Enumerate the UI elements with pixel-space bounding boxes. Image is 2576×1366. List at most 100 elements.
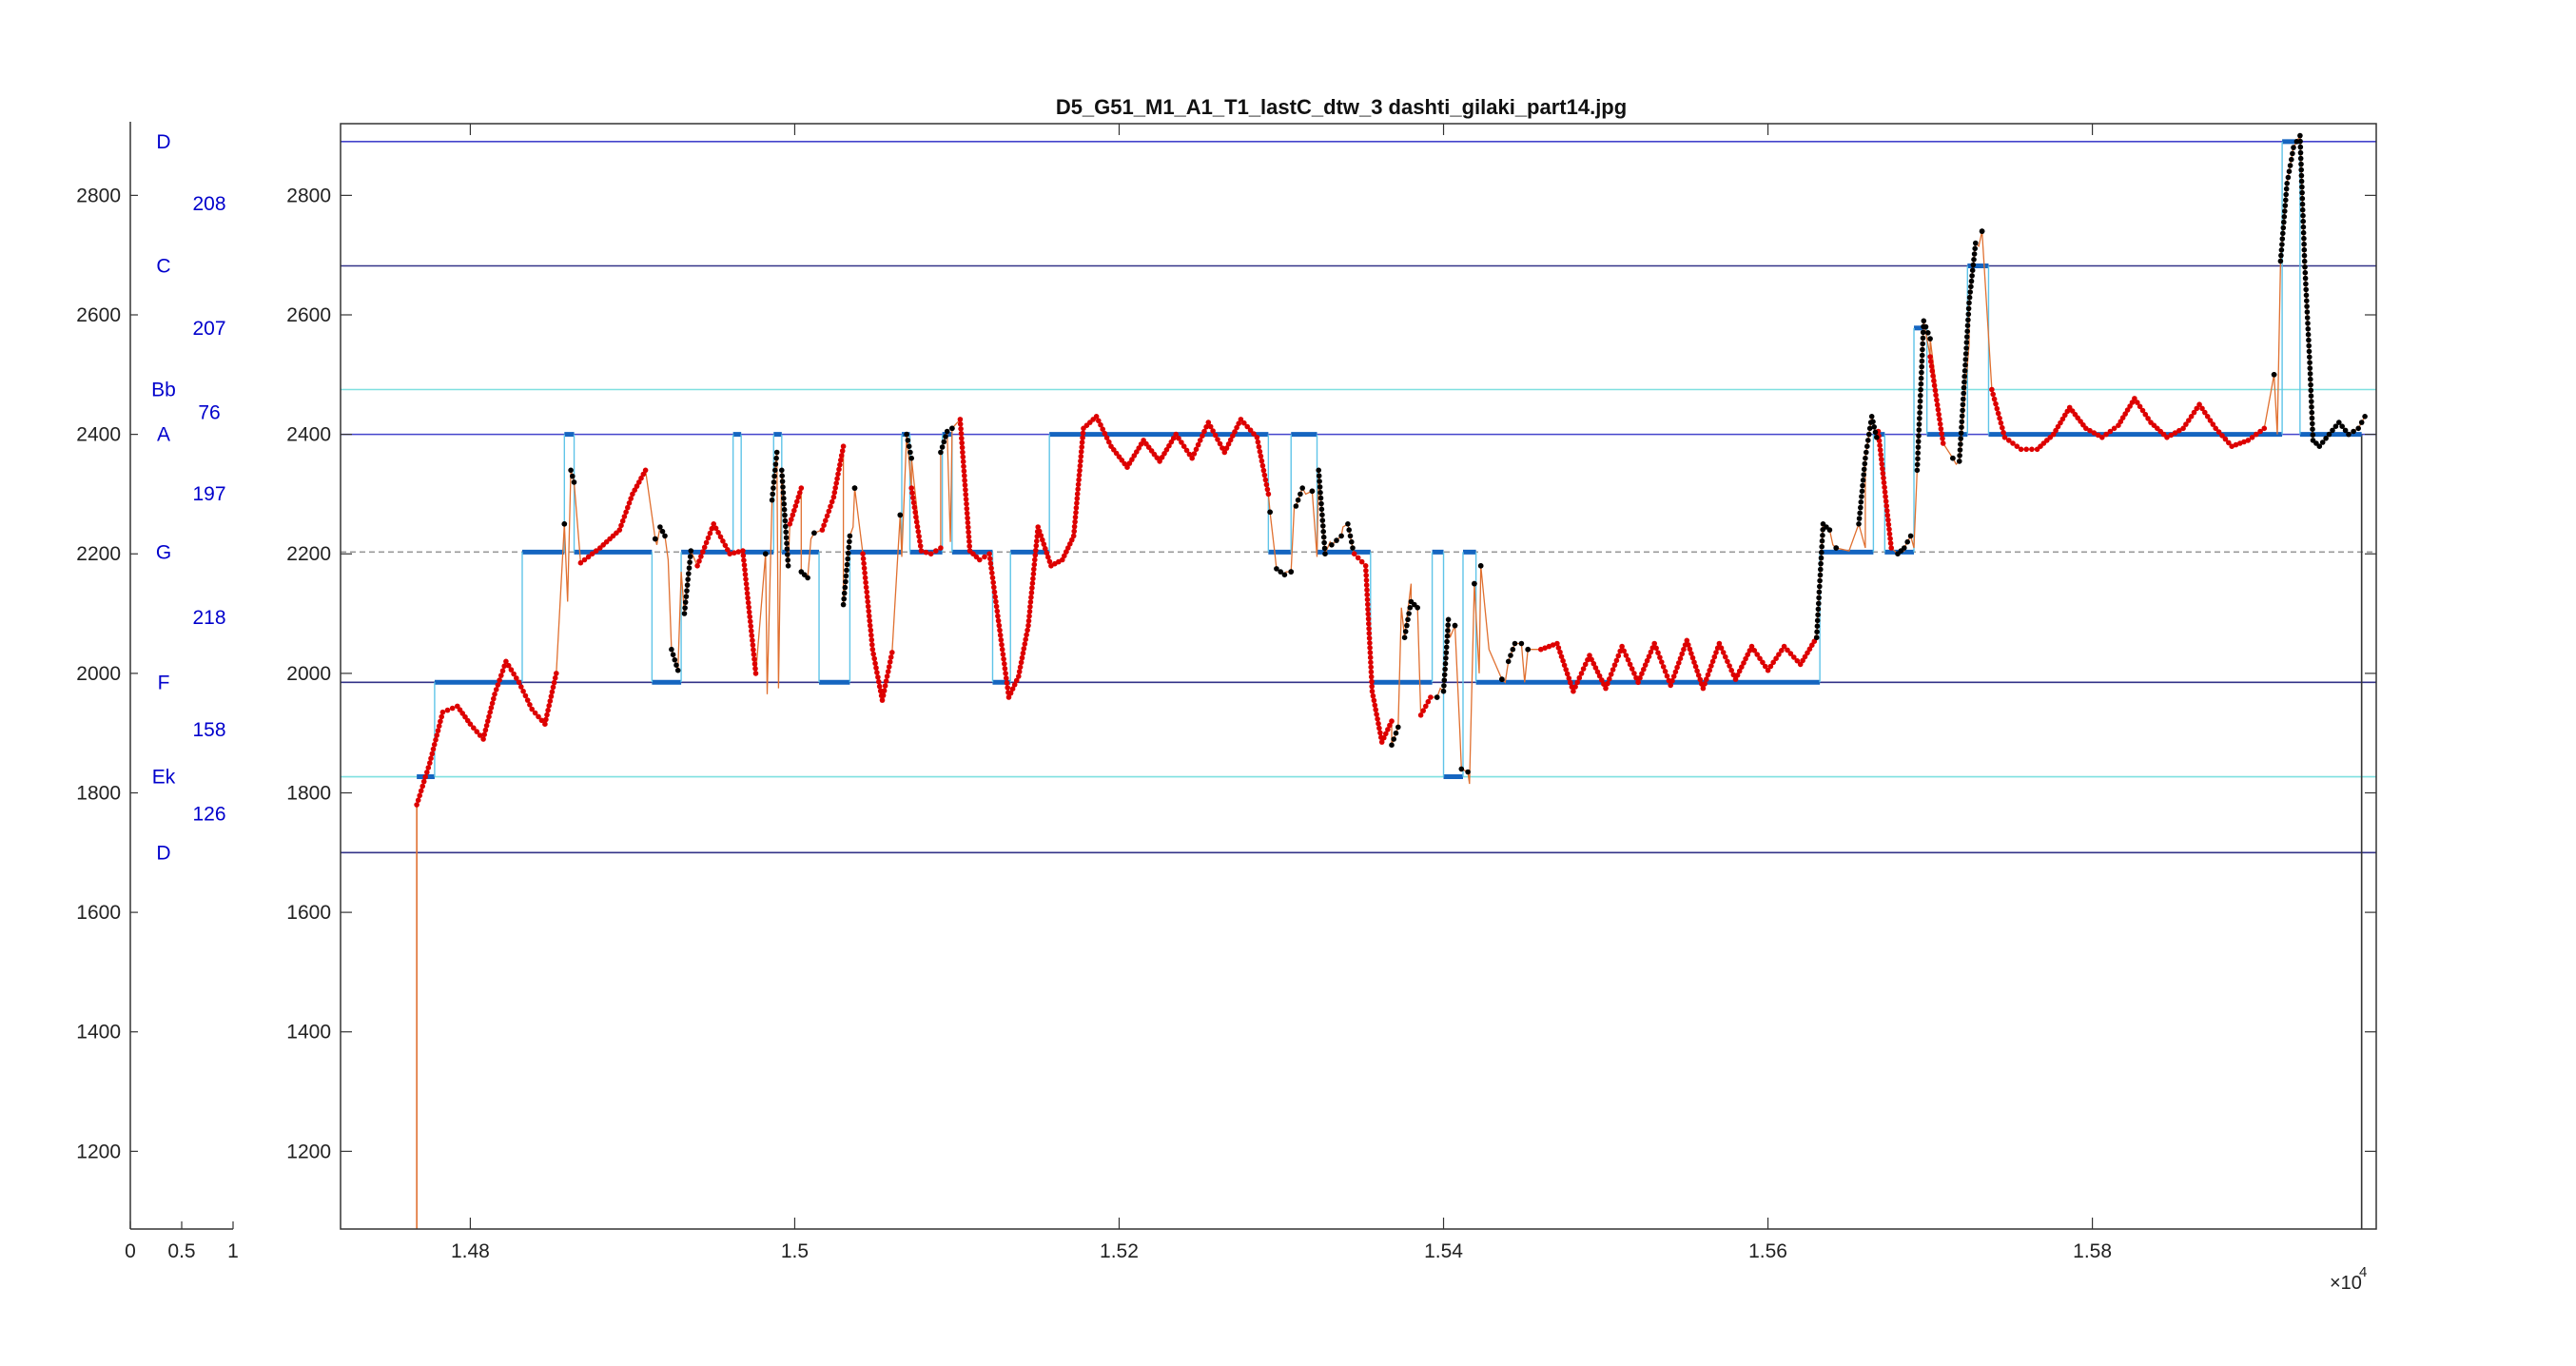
legend-y-tick-label: 2000 <box>76 663 121 685</box>
pitch-point-red <box>501 663 507 669</box>
pitch-point-red <box>1929 368 1936 374</box>
pitch-point-red <box>520 688 526 694</box>
pitch-point-red <box>2000 424 2005 431</box>
pitch-point-red <box>2172 430 2178 436</box>
pitch-point-black <box>906 443 912 450</box>
pitch-point-black <box>2277 258 2284 264</box>
pitch-point-red <box>1997 415 2002 421</box>
pitch-point-black <box>805 575 810 581</box>
pitch-point-red <box>1367 640 1373 646</box>
pitch-point-red <box>838 457 844 463</box>
pitch-point-black <box>2309 399 2314 404</box>
legend-interval-label: 218 <box>192 607 225 629</box>
pitch-point-black <box>1444 638 1450 645</box>
pitch-point-red <box>829 498 835 505</box>
pitch-point-black <box>2332 423 2339 430</box>
pitch-point-red <box>1001 656 1006 662</box>
pitch-point-red <box>1036 528 1043 535</box>
pitch-point-red <box>2183 421 2189 427</box>
pitch-point-red <box>1880 470 1886 477</box>
pitch-point-red <box>884 673 890 679</box>
pitch-point-red <box>1659 659 1665 665</box>
pitch-point-red <box>1993 400 1999 407</box>
legend-interval-label: 76 <box>198 401 220 423</box>
pitch-point-black <box>2280 224 2287 231</box>
pitch-point-red <box>748 623 754 630</box>
pitch-point-black <box>2279 242 2285 247</box>
pitch-point-black <box>1477 563 1484 569</box>
pitch-point-red <box>1781 643 1787 650</box>
pitch-point-red <box>1124 464 1130 471</box>
pitch-point-red <box>1773 655 1779 661</box>
pitch-point-black <box>2303 292 2310 299</box>
pitch-point-black <box>1918 386 1923 393</box>
pitch-point-red <box>1076 477 1082 483</box>
pitch-point-red <box>439 709 446 715</box>
pitch-point-black <box>682 599 689 605</box>
pitch-point-black <box>2305 331 2312 338</box>
pitch-point-black <box>1441 683 1447 689</box>
pitch-point-black <box>1965 317 1971 323</box>
pitch-point-black <box>847 533 853 539</box>
pitch-point-black <box>1919 352 1925 359</box>
pitch-point-red <box>1677 655 1684 661</box>
pitch-point-red <box>964 500 969 507</box>
pitch-point-black <box>1321 539 1327 546</box>
pitch-point-red <box>1363 573 1369 578</box>
pitch-point-black <box>1860 478 1866 483</box>
pitch-point-red <box>1748 643 1755 650</box>
pitch-point-red <box>712 525 719 532</box>
pitch-point-red <box>1262 477 1269 483</box>
pitch-point-red <box>1669 677 1675 684</box>
pitch-point-red <box>1566 675 1572 681</box>
pitch-point-red <box>1936 411 1942 418</box>
pitch-point-red <box>1625 656 1631 663</box>
pitch-point-black <box>1917 410 1922 416</box>
pitch-point-black <box>2308 393 2314 400</box>
pitch-point-red <box>1607 676 1612 682</box>
pitch-point-black <box>1925 330 1931 336</box>
pitch-point-black <box>1917 399 1923 404</box>
pitch-point-red <box>554 671 559 676</box>
pitch-point-red <box>917 543 924 549</box>
pitch-point-red <box>1062 553 1067 559</box>
pitch-point-black <box>1389 742 1395 748</box>
pitch-point-black <box>2300 229 2307 236</box>
pitch-point-red <box>516 679 522 686</box>
pitch-point-red <box>2204 414 2211 420</box>
pitch-point-red <box>958 430 965 437</box>
pitch-point-red <box>1883 498 1889 504</box>
pitch-point-red <box>1236 420 1241 427</box>
pitch-point-red <box>1707 667 1712 673</box>
pitch-point-red <box>1751 648 1758 654</box>
pitch-point-red <box>542 721 548 727</box>
pitch-point-red <box>836 466 842 473</box>
pitch-point-red <box>707 530 713 537</box>
pitch-point-red <box>1644 657 1650 664</box>
pitch-point-black <box>841 590 848 596</box>
pitch-point-black <box>2310 420 2315 427</box>
pitch-point-red <box>1592 665 1599 671</box>
pitch-point-red <box>1217 440 1223 447</box>
pitch-point-red <box>1103 435 1110 441</box>
pitch-point-red <box>618 522 624 529</box>
pitch-point-red <box>642 467 649 474</box>
pitch-point-red <box>488 705 495 711</box>
pitch-point-red <box>1940 440 1946 446</box>
pitch-point-black <box>1969 273 1975 279</box>
pitch-point-black <box>2285 174 2292 181</box>
pitch-point-black <box>1819 549 1825 556</box>
pitch-point-red <box>1368 664 1374 671</box>
pitch-point-black <box>2304 309 2311 315</box>
pitch-point-red <box>1367 650 1374 655</box>
pitch-point-red <box>797 490 803 496</box>
pitch-point-red <box>1383 731 1389 737</box>
pitch-point-black <box>685 576 691 582</box>
pitch-point-black <box>771 485 776 491</box>
legend-x-tick-label: 0.5 <box>167 1240 195 1262</box>
pitch-point-black <box>1957 447 1963 453</box>
pitch-point-black <box>1415 605 1420 611</box>
pitch-point-red <box>2249 435 2255 440</box>
pitch-point-red <box>1038 533 1044 538</box>
pitch-point-red <box>1098 421 1103 428</box>
